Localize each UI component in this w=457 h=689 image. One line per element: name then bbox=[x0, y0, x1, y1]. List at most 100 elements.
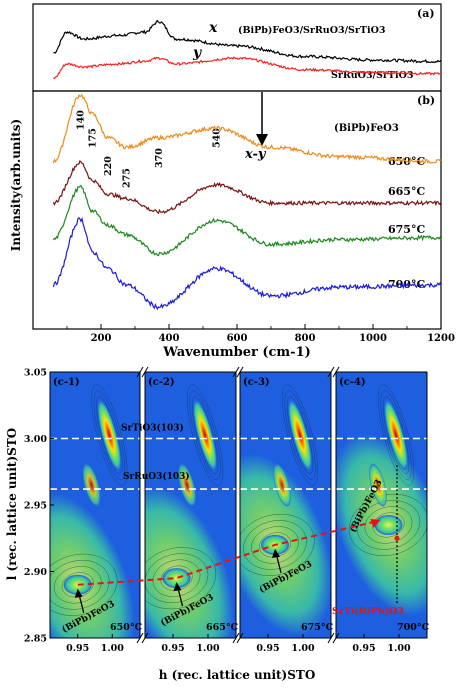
peak-label: 220 bbox=[103, 156, 114, 176]
c-x-axis-label: h (rec. lattice unit)STO bbox=[159, 668, 316, 682]
axis-break bbox=[236, 632, 244, 644]
legend-bottom: SrRuO3/SrTiO3 bbox=[331, 70, 413, 81]
series-line bbox=[52, 93, 442, 164]
c-x-tick-label: 1.00 bbox=[196, 643, 220, 654]
c-y-axis-label: l (rec. lattice unit)STO bbox=[5, 428, 19, 580]
c-y-ticks: 3.05 3.00 2.95 2.90 2.85 bbox=[24, 368, 54, 645]
sro-annotation: SrRuO3(103) bbox=[123, 471, 190, 482]
x-tick-label: 600 bbox=[227, 333, 248, 344]
compound-label: (BiPb)FeO3 bbox=[334, 123, 399, 134]
subpanel-label: (c-4) bbox=[339, 377, 366, 388]
contour-ring bbox=[50, 559, 110, 610]
sro-peak bbox=[82, 463, 101, 507]
axis-break bbox=[136, 366, 144, 378]
contour-ring bbox=[145, 553, 209, 603]
axis-break bbox=[232, 366, 240, 378]
c-x-tick-label: 1.00 bbox=[101, 643, 125, 654]
c-y-tick-label: 2.95 bbox=[24, 501, 47, 512]
heatmap-subpanel: (c-4)700°C(BiPb)FeO3 bbox=[335, 371, 430, 639]
contour-ring bbox=[53, 566, 102, 604]
contour-ring bbox=[145, 547, 217, 610]
heatmap-subpanel: (c-2)665°C(BiPb)FeO3 bbox=[144, 371, 239, 639]
contour-ring bbox=[251, 526, 299, 564]
axis-break bbox=[232, 632, 240, 644]
subpanel-temp: 665°C bbox=[206, 622, 239, 633]
bpfo-peak bbox=[162, 568, 191, 589]
series-line bbox=[53, 56, 442, 80]
peak-label: 540 bbox=[212, 128, 223, 148]
axis-break bbox=[236, 366, 244, 378]
subpanel-label: (c-1) bbox=[53, 377, 80, 388]
c-x-ticks: 0.95 1.00 0.95 1.00 0.95 1.00 0.95 1.00 bbox=[66, 634, 411, 654]
sto-annotation: SrTiO3(103) bbox=[121, 423, 184, 434]
contour-ring bbox=[382, 396, 410, 475]
axis-break bbox=[136, 632, 144, 644]
subpanel-label: (c-2) bbox=[148, 377, 175, 388]
contour-ring bbox=[286, 396, 314, 475]
contour-ring bbox=[240, 513, 315, 576]
series-x-label: x bbox=[208, 20, 218, 36]
contour-ring bbox=[50, 553, 118, 616]
subpanel-frame bbox=[144, 371, 237, 639]
c-x-tick-label: 0.95 bbox=[256, 643, 279, 654]
x-tick-label: 200 bbox=[91, 333, 112, 344]
panel-b-label: (b) bbox=[417, 94, 435, 107]
contour-ring bbox=[364, 506, 413, 544]
c-y-tick-label: 3.05 bbox=[24, 368, 47, 379]
contour-ring bbox=[96, 396, 123, 475]
x-tick-label: 800 bbox=[295, 333, 316, 344]
axis-break bbox=[327, 366, 335, 378]
sro-peak bbox=[178, 463, 196, 507]
sti-dot bbox=[394, 535, 400, 541]
sti-annotation: SrTi(BiPb)O3 bbox=[332, 606, 404, 617]
temp-label: 665°C bbox=[388, 185, 425, 198]
sto-peak bbox=[288, 400, 312, 470]
subpanel-frame bbox=[335, 371, 428, 639]
arrow-head-icon bbox=[74, 588, 83, 598]
c-x-tick-label: 1.00 bbox=[291, 643, 315, 654]
axis-break bbox=[141, 632, 149, 644]
peak-label: 175 bbox=[88, 128, 99, 148]
axis-break bbox=[332, 632, 340, 644]
x-tick-label: 400 bbox=[159, 333, 180, 344]
panel-a-label: (a) bbox=[417, 7, 435, 20]
axis-break bbox=[327, 632, 335, 644]
subpanel-frame bbox=[239, 371, 332, 639]
trend-dashed-line bbox=[77, 519, 379, 586]
c-y-tick-label: 2.85 bbox=[24, 634, 47, 645]
spectra-curves bbox=[52, 19, 442, 311]
x-ticks: 200 400 600 800 1000 1200 bbox=[66, 324, 455, 344]
series-line bbox=[52, 184, 442, 257]
sro-peak bbox=[369, 463, 387, 507]
x-tick-label: 1200 bbox=[427, 333, 455, 344]
contour-ring bbox=[191, 396, 219, 475]
axis-break bbox=[332, 366, 340, 378]
c-x-tick-label: 1.00 bbox=[387, 643, 411, 654]
c-y-tick-label: 3.00 bbox=[24, 434, 48, 445]
legend-top: (BiPb)FeO3/SrRuO3/SrTiO3 bbox=[238, 25, 386, 36]
y-axis-label: Intensity(arb.units) bbox=[9, 119, 23, 251]
axis-break bbox=[141, 366, 149, 378]
subpanel-temp: 675°C bbox=[301, 622, 334, 633]
sro-peak bbox=[273, 463, 291, 507]
subpanel-temp: 650°C bbox=[110, 622, 143, 633]
sto-peak bbox=[97, 400, 121, 470]
bpfo-peak bbox=[374, 514, 403, 535]
arrow-head-icon bbox=[173, 582, 182, 592]
c-x-tick-label: 0.95 bbox=[352, 643, 375, 654]
contour-ring bbox=[152, 559, 201, 597]
c-x-tick-label: 0.95 bbox=[161, 643, 184, 654]
peak-label: 140 bbox=[76, 110, 87, 130]
series-y-label: y bbox=[192, 45, 202, 61]
arrow-head-icon bbox=[256, 134, 268, 146]
diff-label: x-y bbox=[244, 147, 267, 162]
temp-label: 675°C bbox=[388, 223, 425, 236]
c-y-tick-label: 2.90 bbox=[24, 567, 48, 578]
peak-label: 275 bbox=[122, 168, 133, 188]
panel-c: (c-1)650°C(BiPb)FeO3(c-2)665°C(BiPb)FeO3… bbox=[49, 366, 430, 644]
sto-peak bbox=[384, 400, 408, 470]
contour-ring bbox=[372, 512, 405, 538]
